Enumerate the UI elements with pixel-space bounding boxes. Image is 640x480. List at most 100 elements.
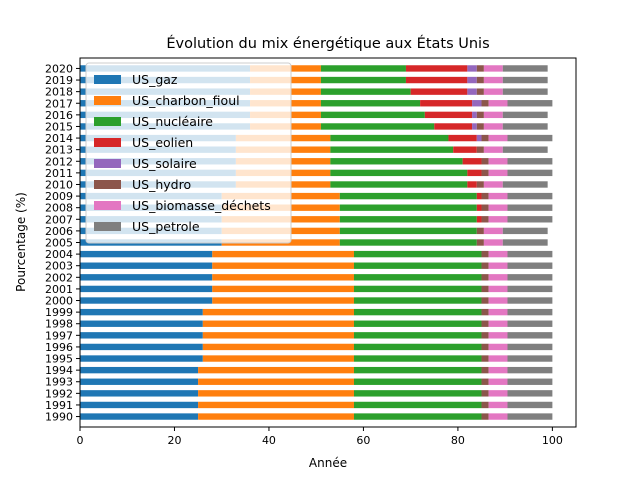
bar-2014-US_eolien (448, 134, 477, 142)
bar-2016-US_biomasse_déchets (483, 111, 503, 119)
bar-2005-US_nucléaire (339, 239, 477, 246)
bar-2009-US_eolien (476, 192, 482, 200)
bar-1994-US_biomasse_déchets (488, 366, 508, 374)
bar-2018-US_biomasse_déchets (483, 88, 503, 95)
bar-2010-US_petrole (502, 181, 548, 188)
legend-swatch (94, 222, 121, 231)
bar-2003-US_charbon_fioul (212, 262, 354, 269)
bar-2009-US_hydro (481, 192, 489, 200)
bar-2019-US_biomasse_déchets (483, 76, 503, 84)
legend-label: US_gaz (132, 72, 178, 87)
x-axis-title: Année (309, 456, 347, 470)
bar-1997-US_gaz (80, 332, 203, 339)
bar-2010-US_biomasse_déchets (483, 181, 503, 188)
bar-2002-US_charbon_fioul (212, 274, 354, 281)
bar-1990-US_petrole (507, 413, 553, 420)
y-tick-label: 2006 (45, 225, 73, 238)
bar-2009-US_biomasse_déchets (488, 192, 508, 200)
bar-2018-US_petrole (502, 88, 548, 95)
bar-2001-US_biomasse_déchets (488, 285, 508, 293)
bar-2017-US_nucléaire (320, 100, 421, 107)
bar-1991-US_petrole (507, 401, 553, 409)
bar-1993-US_petrole (507, 378, 553, 385)
bar-2020-US_hydro (476, 65, 484, 72)
y-tick-label: 2015 (45, 120, 73, 133)
bar-1994-US_gaz (80, 366, 199, 374)
bar-1992-US_biomasse_déchets (488, 390, 508, 397)
bar-2004-US_petrole (507, 250, 553, 258)
bar-2014-US_petrole (507, 134, 553, 142)
bar-2012-US_hydro (481, 158, 489, 165)
y-tick-label: 2013 (45, 144, 73, 157)
y-tick-label: 2020 (45, 62, 73, 75)
legend-label: US_biomasse_déchets (132, 198, 271, 213)
bar-2000-US_petrole (507, 297, 553, 304)
bar-1996-US_hydro (481, 343, 489, 351)
bar-2020-US_petrole (502, 65, 548, 72)
bar-1992-US_charbon_fioul (198, 390, 354, 397)
y-tick-label: 2019 (45, 74, 73, 87)
bar-1995-US_biomasse_déchets (488, 355, 508, 362)
y-tick-label: 2014 (45, 132, 73, 145)
x-tick-label: 40 (262, 434, 276, 447)
bar-1996-US_biomasse_déchets (488, 343, 508, 351)
bar-2019-US_solaire (467, 76, 477, 84)
bar-2010-US_eolien (467, 181, 477, 188)
bar-1997-US_biomasse_déchets (488, 332, 508, 339)
y-tick-label: 2007 (45, 213, 73, 226)
legend-label: US_petrole (132, 219, 200, 234)
bar-2001-US_hydro (481, 285, 489, 293)
bar-2002-US_petrole (507, 274, 553, 281)
bar-2013-US_biomasse_déchets (483, 146, 503, 153)
bar-2000-US_nucléaire (353, 297, 482, 304)
bar-1996-US_gaz (80, 343, 203, 351)
legend-label: US_hydro (132, 177, 191, 192)
bar-2007-US_hydro (481, 216, 489, 223)
bar-2017-US_petrole (507, 100, 553, 107)
bar-2000-US_charbon_fioul (212, 297, 354, 304)
y-tick-label: 1999 (45, 306, 73, 319)
x-tick-label: 80 (451, 434, 465, 447)
legend-swatch (94, 180, 121, 189)
bar-2001-US_petrole (507, 285, 553, 293)
bar-2020-US_solaire (467, 65, 477, 72)
legend-label: US_nucléaire (132, 114, 213, 129)
bar-2019-US_nucléaire (320, 76, 406, 84)
bar-1992-US_petrole (507, 390, 553, 397)
bar-1998-US_gaz (80, 320, 203, 327)
bar-2015-US_hydro (476, 123, 484, 130)
bar-2007-US_biomasse_déchets (488, 216, 508, 223)
bar-1998-US_hydro (481, 320, 489, 327)
bar-2007-US_nucléaire (339, 216, 477, 223)
legend-swatch (94, 159, 121, 168)
bar-1993-US_charbon_fioul (198, 378, 354, 385)
bar-2014-US_hydro (481, 134, 489, 142)
y-tick-label: 2017 (45, 97, 73, 110)
bar-1993-US_nucléaire (353, 378, 482, 385)
bar-2007-US_eolien (476, 216, 482, 223)
bar-2015-US_nucléaire (320, 123, 435, 130)
y-tick-label: 1997 (45, 329, 73, 342)
bar-2013-US_eolien (453, 146, 477, 153)
bar-2015-US_biomasse_déchets (483, 123, 503, 130)
bar-2002-US_nucléaire (353, 274, 482, 281)
bar-2016-US_petrole (502, 111, 548, 119)
bar-1996-US_nucléaire (353, 343, 482, 351)
bar-2017-US_eolien (420, 100, 473, 107)
bar-2008-US_hydro (481, 204, 489, 211)
y-tick-label: 2018 (45, 86, 73, 99)
y-tick-label: 1993 (45, 376, 73, 389)
bar-2012-US_nucléaire (330, 158, 463, 165)
bar-2006-US_nucléaire (339, 227, 477, 235)
y-axis-title: Pourcentage (%) (14, 192, 28, 292)
bar-1998-US_nucléaire (353, 320, 482, 327)
bar-1998-US_petrole (507, 320, 553, 327)
bar-2000-US_hydro (481, 297, 489, 304)
legend-swatch (94, 138, 121, 147)
bar-2016-US_nucléaire (320, 111, 425, 119)
bar-1990-US_nucléaire (353, 413, 482, 420)
bar-1990-US_hydro (481, 413, 489, 420)
bar-1993-US_biomasse_déchets (488, 378, 508, 385)
legend-swatch (94, 201, 121, 210)
